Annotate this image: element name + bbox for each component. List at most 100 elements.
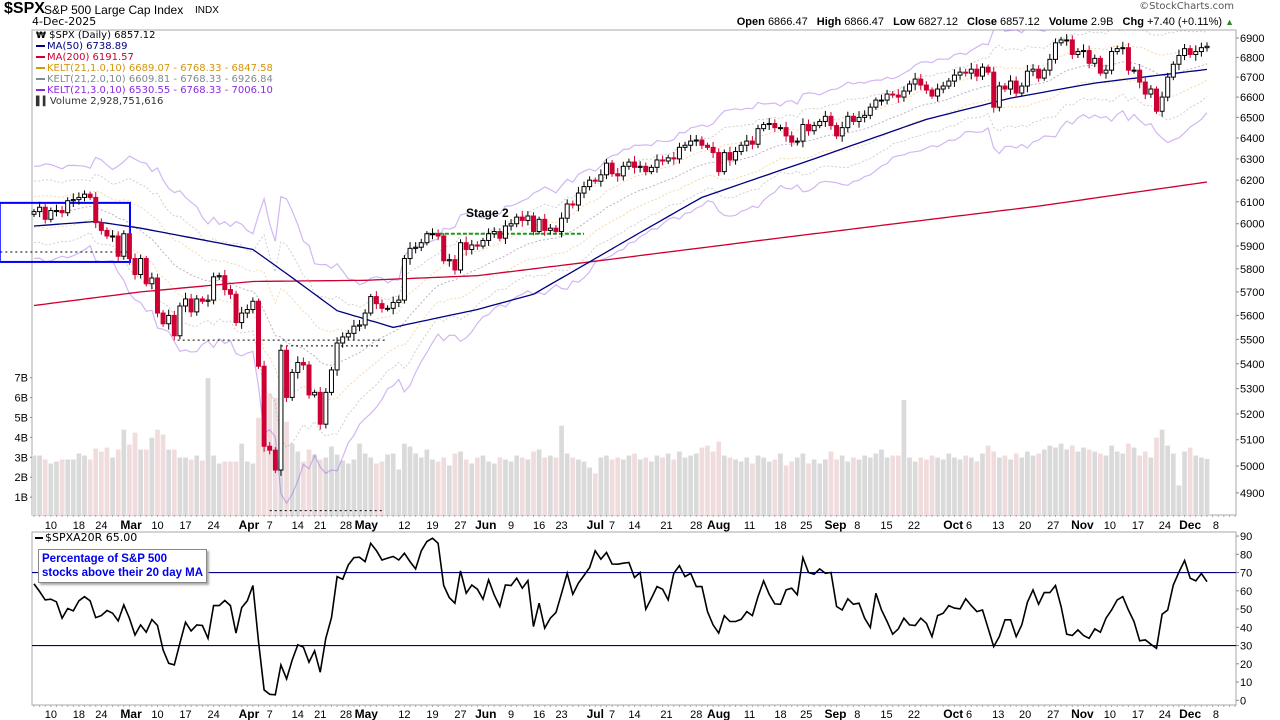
candle-body (525, 215, 531, 221)
candle-body (985, 66, 991, 73)
candle-body (693, 139, 699, 142)
volume-bar (205, 377, 211, 515)
volume-bar (1108, 445, 1115, 515)
volume-bar (766, 461, 773, 515)
volume-bar (311, 454, 318, 515)
date-label: 21 (314, 709, 326, 720)
volume-bar (283, 421, 290, 515)
candle-body (811, 125, 817, 132)
date-label: 13 (992, 709, 1004, 720)
volume-bar (1153, 437, 1160, 515)
price-axis-label: 5400 (1240, 359, 1264, 371)
date-label: 15 (880, 520, 892, 532)
candle-body (401, 258, 407, 301)
ma200-swatch-icon (36, 56, 45, 58)
candle-body (317, 391, 323, 425)
candle-body (76, 196, 82, 201)
volume-bar (373, 463, 380, 515)
volume-bar (216, 463, 223, 515)
price-axis-label: 5900 (1240, 241, 1264, 253)
volume-bar (598, 457, 604, 515)
date-label: 11 (744, 520, 755, 532)
volume-bar (715, 441, 722, 515)
date-label: 18 (73, 520, 85, 532)
volume-axis-label: 6B (15, 393, 28, 405)
indicator-axis-label: 70 (1240, 568, 1252, 580)
volume-bar (564, 453, 571, 515)
candle-body (31, 211, 37, 215)
candle-body (345, 332, 351, 338)
volume-bar (64, 459, 71, 515)
chart-date: 4-Dec-2025 (32, 15, 97, 28)
candle-body (502, 225, 508, 239)
volume-bar (266, 393, 273, 515)
volume-bar (693, 453, 700, 515)
volume-bar (844, 461, 851, 515)
candle-body (963, 71, 969, 74)
volume-bar (620, 459, 627, 515)
volume-bar (126, 444, 133, 515)
date-label: 9 (508, 520, 514, 532)
volume-bar (676, 451, 683, 515)
candle-body (340, 336, 346, 344)
candle-body (1137, 69, 1143, 83)
volume-bar (878, 449, 885, 515)
volume-bar (87, 459, 93, 515)
volume-axis-label: 7B (15, 373, 28, 385)
legend-ma200: MA(200) 6191.57 (36, 52, 134, 64)
ma50-swatch-icon (36, 45, 45, 47)
kelt1-swatch-icon (36, 67, 45, 69)
candle-body (733, 151, 739, 161)
candle-body (1109, 51, 1115, 71)
candle-body (766, 123, 772, 126)
volume-bar (979, 453, 986, 515)
candle-body (441, 235, 447, 262)
candle-body (957, 71, 963, 76)
candle-body (817, 120, 823, 127)
volume-bar (530, 451, 537, 515)
volume-axis-label: 4B (15, 432, 28, 444)
volume-bar (777, 453, 784, 515)
volume-axis-label: 5B (15, 413, 28, 425)
volume-bar (32, 455, 37, 515)
candle-body (110, 235, 116, 238)
volume-bar (132, 432, 138, 515)
date-label: 21 (660, 709, 672, 720)
candle-body (710, 146, 716, 154)
candle-body (761, 124, 767, 130)
candle-body (895, 94, 901, 98)
volume-bar (463, 459, 470, 515)
candle-body (59, 210, 65, 214)
candle-body (390, 301, 396, 309)
month-label: Mar (120, 707, 142, 720)
volume-bar (345, 463, 352, 515)
price-axis-label: 6900 (1240, 33, 1264, 45)
candle-body (424, 233, 430, 244)
candle-body (104, 229, 110, 237)
candle-body (132, 258, 138, 276)
month-label: Nov (1071, 707, 1094, 720)
candle-body (93, 196, 99, 224)
volume-bar (957, 459, 963, 515)
candle-body (980, 66, 986, 77)
copyright-link[interactable]: ©StockCharts.com (1139, 1, 1234, 12)
candle-body (615, 173, 621, 177)
volume-bar (906, 457, 913, 515)
price-axis-label: 5600 (1240, 310, 1264, 322)
volume-bar (334, 454, 340, 515)
volume-bar (990, 451, 997, 515)
date-label: 14 (292, 520, 304, 532)
volume-bar (1176, 484, 1182, 515)
indicator-axis-label: 30 (1240, 641, 1252, 653)
month-label: Mar (120, 518, 142, 532)
candle-body (749, 140, 755, 145)
candle-body (553, 227, 559, 233)
volume-bar (710, 451, 716, 515)
candle-body (1086, 50, 1092, 64)
volume-bar (1091, 451, 1098, 515)
volume-bar (1024, 451, 1031, 515)
month-label: Nov (1071, 518, 1094, 532)
candle-body (227, 289, 233, 295)
candle-body (699, 139, 705, 146)
high-value: 6866.47 (844, 16, 885, 28)
